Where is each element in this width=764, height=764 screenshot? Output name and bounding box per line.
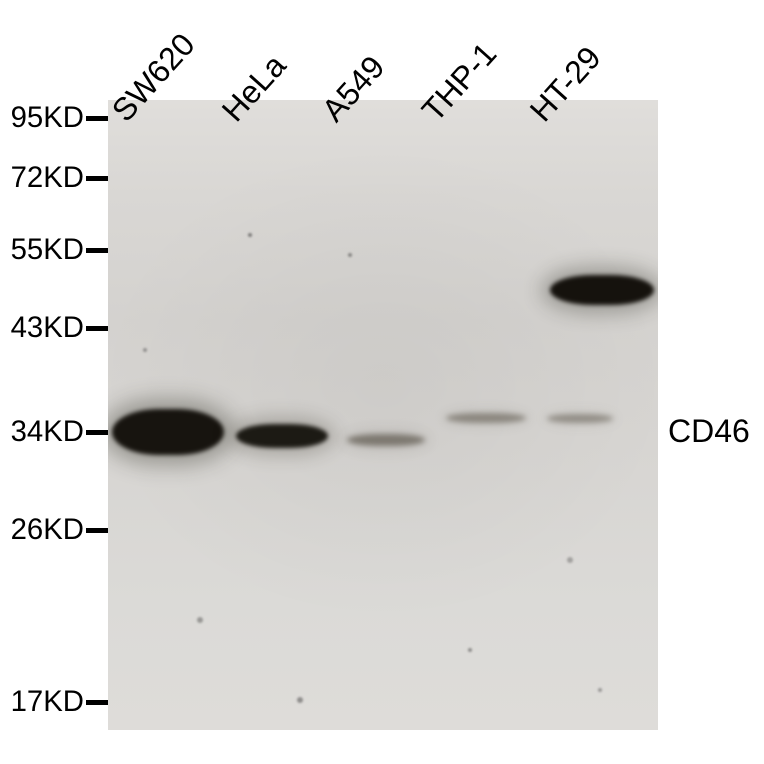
mw-tick — [86, 430, 108, 435]
noise-spot — [598, 688, 602, 692]
mw-tick — [86, 248, 108, 253]
target-label: CD46 — [668, 415, 750, 447]
mw-label: 72KD — [11, 163, 84, 192]
band — [446, 413, 526, 423]
mw-tick — [86, 176, 108, 181]
mw-label: 26KD — [11, 515, 84, 544]
band — [547, 414, 613, 423]
band — [550, 275, 654, 305]
mw-label: 17KD — [11, 687, 84, 716]
noise-spot — [297, 697, 303, 703]
mw-tick — [86, 116, 108, 121]
noise-spot — [348, 253, 352, 257]
band — [347, 434, 425, 446]
blot-membrane — [108, 100, 658, 730]
noise-spot — [248, 233, 252, 237]
mw-tick — [86, 326, 108, 331]
western-blot-figure: 95KD72KD55KD43KD34KD26KD17KD SW620HeLaA5… — [0, 0, 764, 764]
mw-label: 43KD — [11, 313, 84, 342]
mw-label: 55KD — [11, 235, 84, 264]
noise-spot — [468, 648, 472, 652]
noise-spot — [143, 348, 147, 352]
band — [236, 424, 328, 448]
noise-spot — [567, 557, 573, 563]
band — [112, 409, 224, 455]
mw-tick — [86, 700, 108, 705]
target-label-text: CD46 — [668, 413, 750, 449]
mw-tick — [86, 528, 108, 533]
mw-label: 34KD — [11, 417, 84, 446]
noise-spot — [197, 617, 203, 623]
mw-label: 95KD — [11, 103, 84, 132]
